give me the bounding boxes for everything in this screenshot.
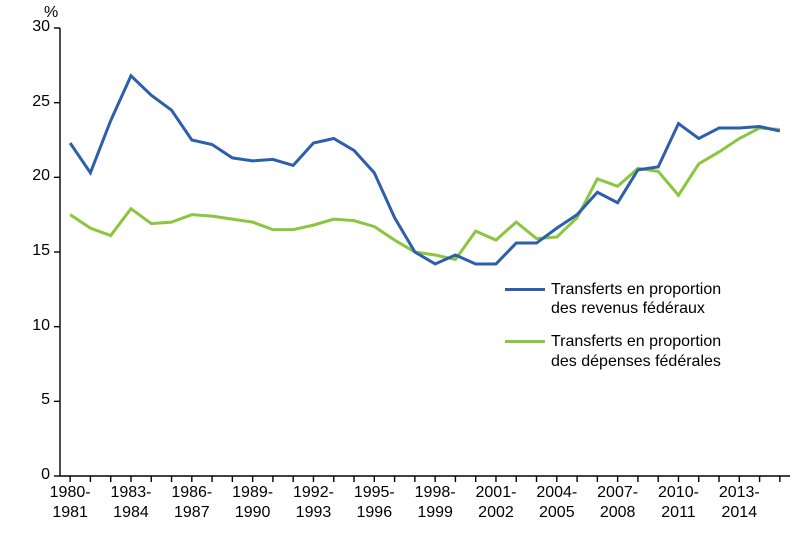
x-tick-label-line2: 1993 <box>283 504 343 522</box>
legend-label: Transferts en proportiondes dépenses féd… <box>551 332 721 370</box>
y-tick-label: 10 <box>32 317 50 335</box>
x-tick-label-line1: 2010- <box>648 484 708 502</box>
x-tick-label-line1: 2001- <box>466 484 526 502</box>
series-line <box>70 128 780 259</box>
x-tick-label-line2: 2005 <box>527 504 587 522</box>
x-tick-label-line2: 1996 <box>344 504 404 522</box>
y-tick-label: 5 <box>41 391 50 409</box>
y-tick-label: 0 <box>41 466 50 484</box>
x-tick-label-line2: 1984 <box>101 504 161 522</box>
x-tick-label-line1: 1989- <box>223 484 283 502</box>
x-tick-label-line1: 1995- <box>344 484 404 502</box>
legend-swatch <box>505 288 545 291</box>
x-tick-label-line2: 2002 <box>466 504 526 522</box>
x-tick-label-line2: 2008 <box>588 504 648 522</box>
legend-item: Transferts en proportiondes dépenses féd… <box>505 332 721 370</box>
y-tick-label: 20 <box>32 167 50 185</box>
x-tick-label-line1: 1983- <box>101 484 161 502</box>
x-tick-label-line1: 2004- <box>527 484 587 502</box>
chart-svg <box>0 0 800 541</box>
x-tick-label-line1: 1980- <box>40 484 100 502</box>
x-tick-label-line2: 1981 <box>40 504 100 522</box>
x-tick-label-line2: 2011 <box>648 504 708 522</box>
y-tick-label: 30 <box>32 18 50 36</box>
chart-container: % 051015202530 1980-19811983-19841986-19… <box>0 0 800 541</box>
legend: Transferts en proportiondes revenus fédé… <box>505 280 721 385</box>
x-tick-label-line1: 1986- <box>162 484 222 502</box>
x-tick-label-line1: 2007- <box>588 484 648 502</box>
x-tick-label-line2: 1990 <box>223 504 283 522</box>
x-tick-label-line2: 1999 <box>405 504 465 522</box>
x-tick-label-line1: 2013- <box>709 484 769 502</box>
y-tick-label: 15 <box>32 242 50 260</box>
x-tick-label-line1: 1998- <box>405 484 465 502</box>
x-tick-label-line2: 2014 <box>709 504 769 522</box>
x-tick-label-line1: 1992- <box>283 484 343 502</box>
legend-item: Transferts en proportiondes revenus fédé… <box>505 280 721 318</box>
y-tick-label: 25 <box>32 93 50 111</box>
legend-label: Transferts en proportiondes revenus fédé… <box>551 280 721 318</box>
legend-swatch <box>505 340 545 343</box>
x-tick-label-line2: 1987 <box>162 504 222 522</box>
series-line <box>70 76 780 264</box>
